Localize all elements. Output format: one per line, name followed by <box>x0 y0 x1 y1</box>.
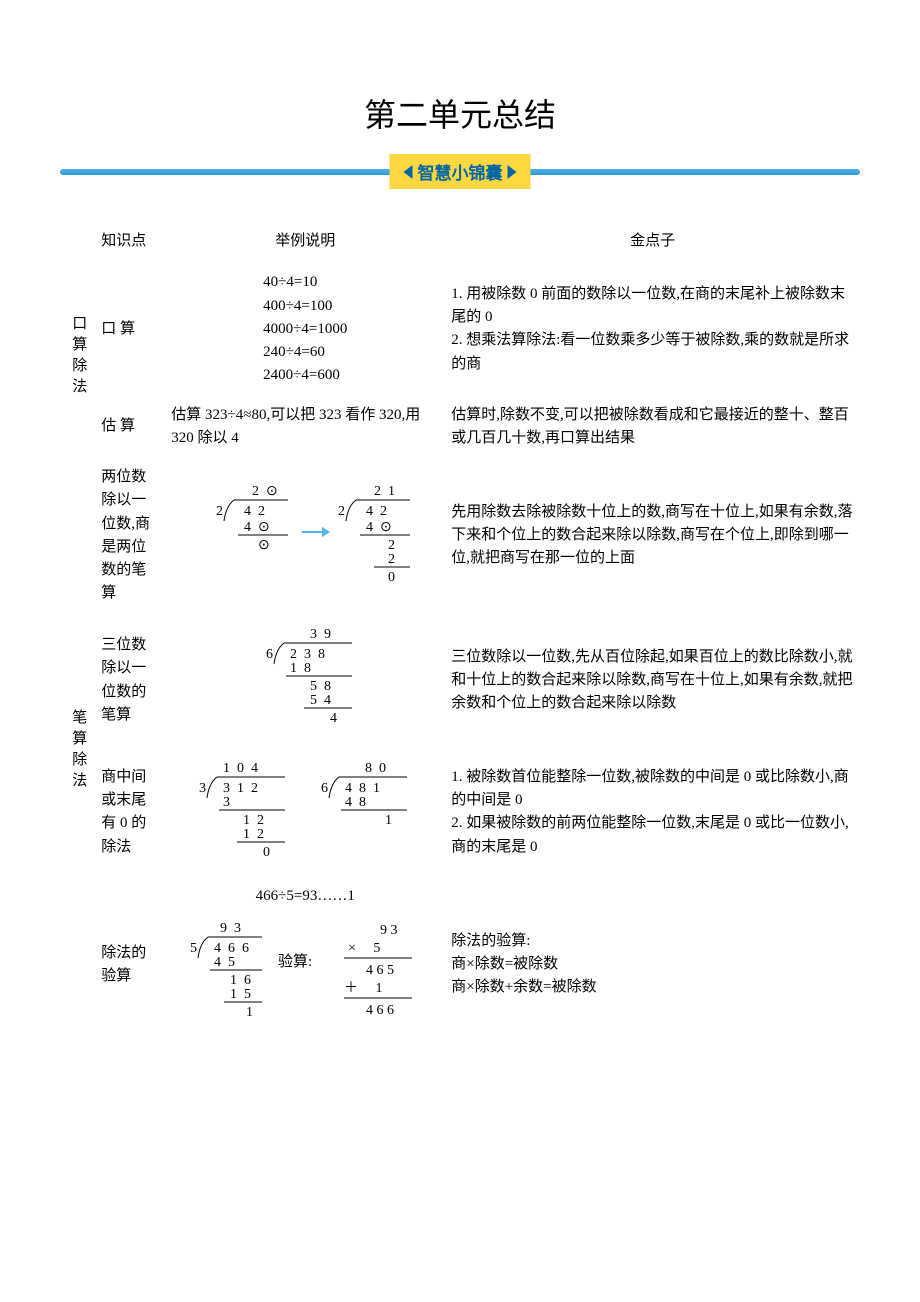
subtopic-2digit: 两位数除以一位数,商是两位数的笔算 <box>95 458 165 614</box>
ld-step: 3 <box>223 795 230 810</box>
check-result: 4 6 6 <box>366 1003 394 1018</box>
page-title: 第二单元总结 <box>60 90 860 136</box>
ld-step: 1 5 <box>230 987 251 1002</box>
summary-table: 知识点 举例说明 金点子 口算除法 口 算 40÷4=10 400÷4=100 … <box>60 220 860 1053</box>
ld-dividend: 4 2 <box>366 504 387 519</box>
header-example: 举例说明 <box>165 220 445 263</box>
ld-step: 1 2 <box>243 813 264 828</box>
category-written: 笔算除法 <box>66 709 89 793</box>
table-row: 除法的验算 466÷5=93……1 9 3 5 4 6 6 4 5 1 6 1 … <box>60 877 860 1053</box>
ld-step: 4 ⊙ <box>244 520 270 535</box>
ex-line: 4000÷4=1000 <box>263 318 347 341</box>
check-plus: ＋ 1 <box>344 981 383 996</box>
table-row: 口算除法 口 算 40÷4=10 400÷4=100 4000÷4=1000 2… <box>60 263 860 395</box>
table-row: 商中间或末尾有 0 的除法 1 0 4 3 3 1 2 3 1 2 1 2 <box>60 748 860 877</box>
ex-line: 400÷4=100 <box>263 295 347 318</box>
ld-dividend: 4 2 <box>244 504 265 519</box>
subtopic-zero: 商中间或末尾有 0 的除法 <box>95 748 165 877</box>
ld-step: 1 <box>385 813 392 828</box>
tip-zero: 1. 被除数首位能整除一位数,被除数的中间是 0 或比除数小,商的中间是 0 2… <box>445 748 860 877</box>
check-equation: 466÷5=93……1 <box>171 885 439 908</box>
example-check: 466÷5=93……1 9 3 5 4 6 6 4 5 1 6 1 5 <box>165 877 445 1053</box>
table-row: 估 算 估算 323÷4≈80,可以把 323 看作 320,用 320 除以 … <box>60 396 860 459</box>
ld-dividend: 3 1 2 <box>223 781 258 796</box>
ld-divisor: 2 <box>216 504 223 519</box>
arrow-icon <box>302 527 330 537</box>
example-3digit: 3 9 6 2 3 8 1 8 5 8 5 4 4 <box>165 614 445 748</box>
example-zero: 1 0 4 3 3 1 2 3 1 2 1 2 0 8 0 <box>165 748 445 877</box>
example-mental: 40÷4=10 400÷4=100 4000÷4=1000 240÷4=60 2… <box>165 263 445 395</box>
header-tip: 金点子 <box>445 220 860 263</box>
ld-step: 5 8 <box>310 679 331 694</box>
ld-quotient: 2 1 <box>374 484 395 499</box>
table-header-row: 知识点 举例说明 金点子 <box>60 220 860 263</box>
banner-label: 智慧小锦囊 <box>390 154 531 189</box>
subtopic-3digit: 三位数除以一位数的笔算 <box>95 614 165 748</box>
ld-step: 1 <box>246 1005 253 1020</box>
ld-dividend: 4 8 1 <box>345 781 380 796</box>
ld-quotient: 9 3 <box>220 921 241 936</box>
ld-divisor: 6 <box>321 781 328 796</box>
table-row: 笔算除法 两位数除以一位数,商是两位数的笔算 2 ⊙ 2 4 2 4 ⊙ ⊙ <box>60 458 860 614</box>
ld-quotient: 2 ⊙ <box>252 484 278 499</box>
ld-step: 1 2 <box>243 827 264 842</box>
subtopic-check: 除法的验算 <box>95 877 165 1053</box>
ld-step: 4 <box>330 711 337 726</box>
ld-step: 0 <box>263 845 270 860</box>
ld-step: 5 4 <box>310 693 331 708</box>
ld-divisor: 2 <box>338 504 345 519</box>
example-2digit: 2 ⊙ 2 4 2 4 ⊙ ⊙ <box>165 458 445 614</box>
ld-step: ⊙ <box>258 538 270 553</box>
tip-2digit: 先用除数去除被除数十位上的数,商写在十位上,如果有余数,落下来和个位上的数合起来… <box>445 458 860 614</box>
check-mul: × 5 <box>348 941 380 956</box>
ld-step: 2 <box>388 538 395 553</box>
table-row: 三位数除以一位数的笔算 3 9 6 2 3 8 1 8 5 8 5 4 <box>60 614 860 748</box>
ld-step: 1 8 <box>290 661 311 676</box>
ld-quotient: 3 9 <box>310 627 331 642</box>
ex-line: 40÷4=10 <box>263 271 347 294</box>
subtopic-estimate: 估 算 <box>95 396 165 459</box>
tip-mental: 1. 用被除数 0 前面的数除以一位数,在商的末尾补上被除数末尾的 0 2. 想… <box>445 263 860 395</box>
category-mental: 口算除法 <box>66 315 89 399</box>
ld-divisor: 5 <box>190 941 197 956</box>
ld-quotient: 8 0 <box>365 761 386 776</box>
subtopic-mental: 口 算 <box>95 263 165 395</box>
ld-dividend: 4 6 6 <box>214 941 249 956</box>
ld-step: 4 8 <box>345 795 366 810</box>
ld-step: 1 6 <box>230 973 251 988</box>
tip-3digit: 三位数除以一位数,先从百位除起,如果百位上的数比除数小,就和十位上的数合起来除以… <box>445 614 860 748</box>
tip-check: 除法的验算: 商×除数=被除数 商×除数+余数=被除数 <box>445 877 860 1053</box>
ld-step: 4 ⊙ <box>366 520 392 535</box>
ld-divisor: 3 <box>199 781 206 796</box>
tip-estimate: 估算时,除数不变,可以把被除数看成和它最接近的整十、整百或几百几十数,再口算出结… <box>445 396 860 459</box>
check-top: 9 3 <box>380 923 398 938</box>
check-line1: 4 6 5 <box>366 963 394 978</box>
ld-dividend: 2 3 8 <box>290 647 325 662</box>
ld-quotient: 1 0 4 <box>223 761 258 776</box>
ld-divisor: 6 <box>266 647 273 662</box>
ld-step: 0 <box>388 570 395 585</box>
example-estimate: 估算 323÷4≈80,可以把 323 看作 320,用 320 除以 4 <box>165 396 445 459</box>
ld-step: 4 5 <box>214 955 235 970</box>
header-knowledge: 知识点 <box>95 220 165 263</box>
ex-line: 2400÷4=600 <box>263 364 347 387</box>
ex-line: 240÷4=60 <box>263 341 347 364</box>
check-label: 验算: <box>278 952 312 970</box>
ld-step: 2 <box>388 552 395 567</box>
banner: 智慧小锦囊 <box>60 154 860 190</box>
